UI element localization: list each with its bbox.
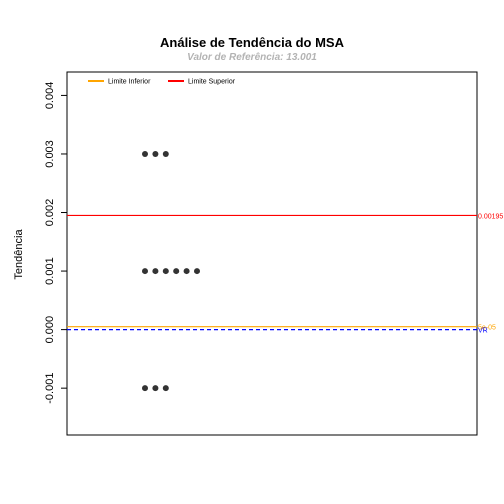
chart-title: Análise de Tendência do MSA (160, 35, 344, 50)
limite-inferior-label: 5e-05 (478, 325, 496, 332)
y-tick-label: 0.004 (44, 82, 56, 110)
data-point (152, 150, 159, 157)
legend-label: Limite Superior (188, 79, 236, 86)
y-tick-label: 0.000 (44, 316, 56, 344)
y-axis-label: Tendência (13, 229, 25, 280)
data-point (162, 268, 169, 275)
data-point (142, 150, 148, 157)
data-point (183, 268, 190, 275)
data-point (152, 268, 159, 275)
data-point (162, 150, 169, 157)
y-tick-label: 0.001 (44, 257, 56, 285)
legend-label: Limite Inferior (108, 79, 151, 86)
y-tick-label: -0.001 (44, 373, 56, 404)
plot-frame (66, 71, 478, 436)
data-point (194, 268, 200, 275)
data-point (173, 268, 180, 275)
y-tick-label: 0.003 (44, 140, 56, 168)
data-point (142, 385, 148, 392)
data-point (152, 385, 159, 392)
chart-subtitle: Valor de Referência: 13.001 (187, 52, 317, 63)
vr-label: VR (478, 328, 488, 335)
y-tick-label: 0.002 (44, 199, 56, 227)
data-point (142, 268, 148, 275)
limite-superior-label: 0.00195 (478, 213, 503, 220)
data-point (162, 385, 169, 392)
